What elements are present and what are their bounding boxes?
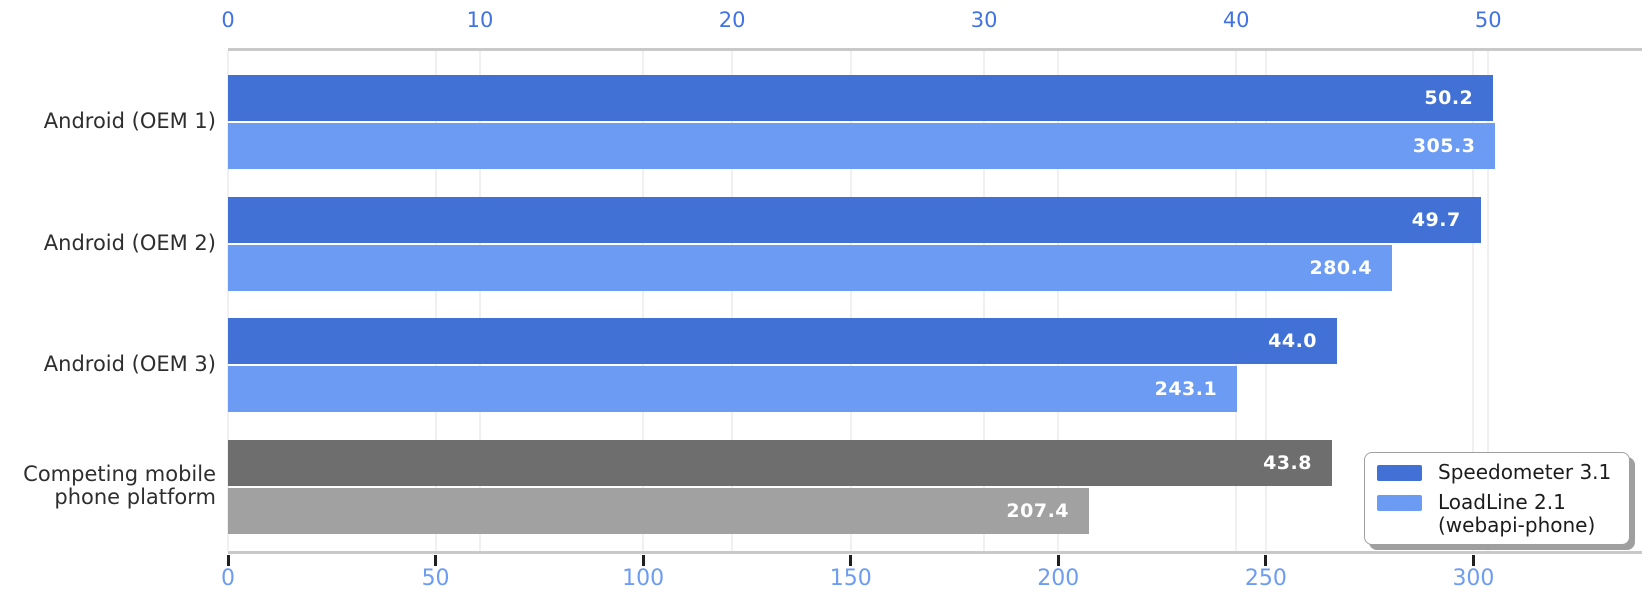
- bottom-tick-label: 250: [1244, 566, 1287, 591]
- top-tick-label: 10: [466, 8, 494, 32]
- bottom-tick-mark: [1264, 555, 1268, 566]
- bottom-tick-mark: [849, 555, 853, 566]
- gridline: [642, 51, 645, 551]
- gridline: [983, 51, 986, 551]
- gridline: [479, 51, 482, 551]
- gridline: [849, 51, 852, 551]
- bottom-tick-mark: [1471, 555, 1475, 566]
- gridline: [1472, 51, 1475, 551]
- bar-value-label: 43.8: [1263, 451, 1312, 474]
- legend-entry: LoadLine 2.1 (webapi-phone): [1377, 491, 1617, 536]
- bar: 243.1: [228, 366, 1238, 412]
- bottom-tick-mark: [1056, 555, 1060, 566]
- bottom-tick-label: 0: [221, 566, 235, 591]
- bottom-tick-label: 150: [829, 566, 872, 591]
- category-label: Android (OEM 2): [43, 230, 216, 255]
- bar-value-label: 243.1: [1154, 378, 1218, 400]
- gridline: [1264, 51, 1267, 551]
- bar: 43.8: [228, 439, 1332, 486]
- bar: 305.3: [228, 123, 1496, 169]
- category-label: Android (OEM 1): [43, 109, 216, 134]
- top-tick-label: 20: [718, 8, 746, 32]
- bar: 50.2: [228, 75, 1494, 121]
- top-tick-label: 40: [1222, 8, 1250, 32]
- top-tick-label: 30: [970, 8, 998, 32]
- bottom-tick-label: 300: [1452, 566, 1495, 591]
- top-axis-line: [228, 48, 1642, 51]
- top-tick-label: 50: [1474, 8, 1502, 32]
- bar: 280.4: [228, 244, 1393, 291]
- bottom-axis-line: [228, 551, 1642, 554]
- bar: 49.7: [228, 196, 1481, 243]
- legend-swatch: [1377, 495, 1422, 512]
- bottom-tick-mark: [641, 555, 645, 566]
- gridline: [227, 51, 229, 551]
- bar-value-label: 49.7: [1411, 208, 1461, 231]
- bar-value-label: 44.0: [1268, 330, 1318, 352]
- legend: Speedometer 3.1 LoadLine 2.1 (webapi-phon…: [1364, 452, 1630, 545]
- gridline: [731, 51, 734, 551]
- bar-value-label: 305.3: [1412, 135, 1476, 157]
- legend-swatch: [1377, 465, 1422, 481]
- bottom-tick-label: 100: [622, 566, 665, 591]
- bottom-tick-mark: [226, 555, 230, 566]
- gridline: [1487, 51, 1490, 551]
- bar-value-label: 207.4: [1006, 499, 1070, 522]
- gridline: [1235, 51, 1238, 551]
- bar: 207.4: [228, 487, 1090, 534]
- legend-label: LoadLine 2.1 (webapi-phone): [1438, 490, 1596, 537]
- bottom-tick-label: 50: [421, 566, 450, 591]
- legend-label: Speedometer 3.1: [1438, 460, 1612, 484]
- bottom-tick-label: 200: [1037, 566, 1080, 591]
- legend-entry: Speedometer 3.1: [1377, 461, 1617, 483]
- gridline: [1057, 51, 1060, 551]
- gridline: [434, 51, 437, 551]
- bar-value-label: 50.2: [1424, 87, 1474, 109]
- category-label: Android (OEM 3): [43, 352, 216, 377]
- bottom-tick-mark: [434, 555, 438, 566]
- top-tick-label: 0: [221, 8, 235, 32]
- bar-value-label: 280.4: [1309, 256, 1373, 279]
- category-label: Competing mobile phone platform: [23, 461, 216, 510]
- bar: 44.0: [228, 318, 1338, 364]
